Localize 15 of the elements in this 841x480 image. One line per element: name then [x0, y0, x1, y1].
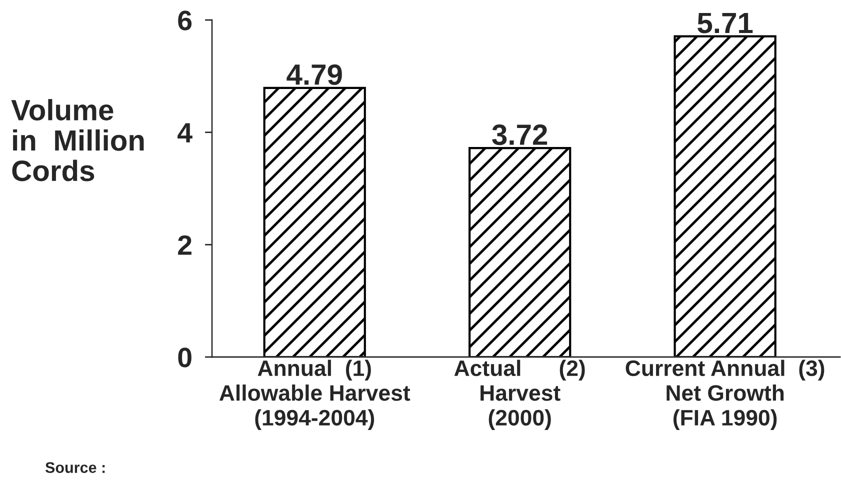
data-label: 4.79: [286, 64, 342, 85]
y-tick-label: 6: [178, 10, 192, 30]
y-tick-label: 0: [178, 348, 192, 368]
data-label: 3.72: [492, 124, 548, 146]
y-tick-label: 2: [178, 235, 192, 255]
y-axis-title: Volume in Million Cords: [11, 99, 144, 182]
source-note: Source :: [45, 462, 105, 473]
y-tick-label: 4: [178, 123, 192, 142]
x-tick-label: Current Annual (3) Net Growth (FIA 1990): [626, 360, 824, 430]
data-label: 5.71: [698, 12, 753, 34]
bar: [468, 147, 572, 357]
bar: [263, 86, 366, 357]
bar: [674, 35, 776, 357]
x-tick-label: Annual (1) Allowable Harvest (1994-2004): [219, 360, 410, 430]
x-tick-label: Actual (2) Harvest (2000): [454, 360, 585, 430]
